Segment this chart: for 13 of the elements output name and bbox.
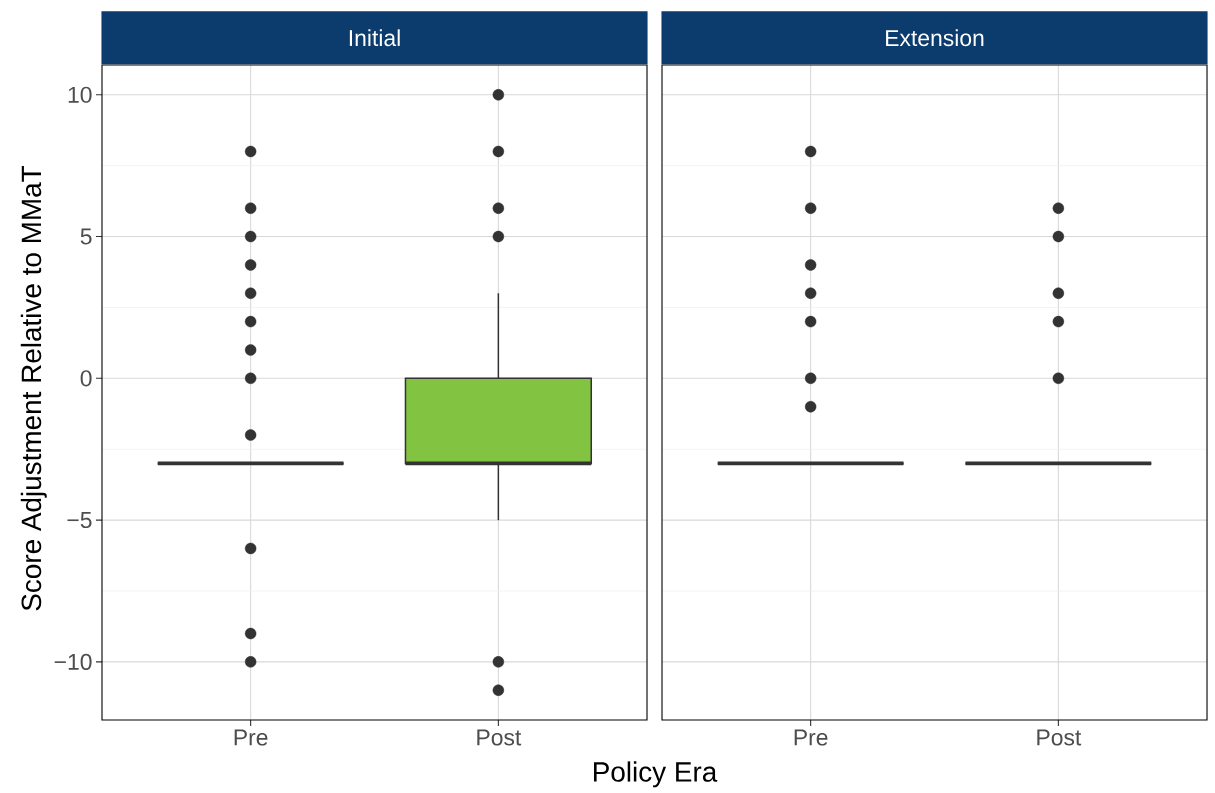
y-tick-label: 10 xyxy=(68,86,92,103)
chart-title: Extension xyxy=(886,29,984,47)
x-tick-label: Post xyxy=(477,729,522,746)
y-tick-label: −5 xyxy=(67,512,92,529)
y-tick-label: −10 xyxy=(54,653,92,670)
x-tick-label: Pre xyxy=(794,729,828,746)
chart-title: Initial xyxy=(349,29,400,47)
y-tick-label: 0 xyxy=(80,370,92,387)
x-axis-title: Policy Era xyxy=(594,761,718,788)
y-tick-label: 5 xyxy=(80,228,92,245)
y-axis-title: Score Adjustment Relative to MMaT xyxy=(20,165,47,611)
x-tick-label: Pre xyxy=(234,729,268,746)
x-tick-label: Post xyxy=(1037,729,1082,746)
